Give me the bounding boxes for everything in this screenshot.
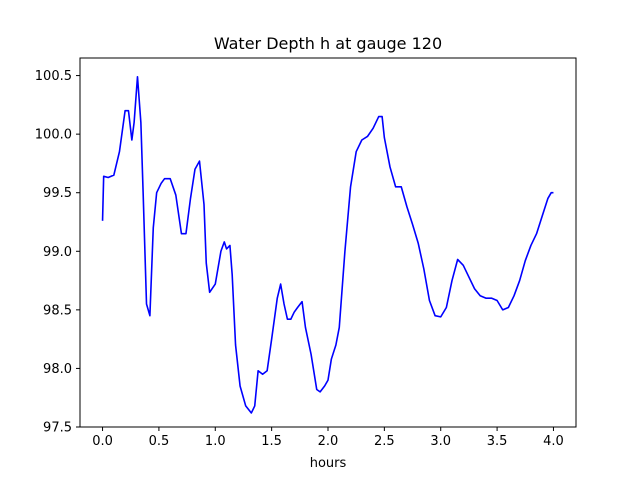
x-axis: 0.0 0.5 1.0 1.5 2.0 2.5 3.0 3.5 4.0 [92, 427, 564, 449]
plot-frame [79, 57, 577, 428]
x-tick-label: 4.0 [543, 434, 564, 449]
y-tick-label: 99.5 [43, 186, 72, 201]
plot-layer [101, 75, 554, 414]
x-tick-label: 1.5 [261, 434, 282, 449]
series-line-0 [101, 75, 554, 414]
x-tick-label: 3.0 [430, 434, 451, 449]
y-tick-label: 100.0 [35, 128, 72, 143]
x-tick-label: 2.0 [318, 434, 339, 449]
y-axis: 97.5 98.0 98.5 99.0 99.5 100.0 100.5 [35, 69, 80, 436]
x-tick-label: 0.5 [149, 434, 170, 449]
y-tick-label: 100.5 [35, 69, 72, 84]
x-tick-label: 3.5 [487, 434, 508, 449]
y-tick-label: 98.0 [43, 362, 72, 377]
x-tick-label: 2.5 [374, 434, 395, 449]
x-tick-label: 1.0 [205, 434, 226, 449]
x-tick-label: 0.0 [92, 434, 113, 449]
y-tick-label: 97.5 [43, 421, 72, 436]
y-tick-label: 98.5 [43, 303, 72, 318]
x-axis-label: hours [310, 456, 347, 471]
y-tick-label: 99.0 [43, 245, 72, 260]
chart-title: Water Depth h at gauge 120 [214, 34, 442, 53]
